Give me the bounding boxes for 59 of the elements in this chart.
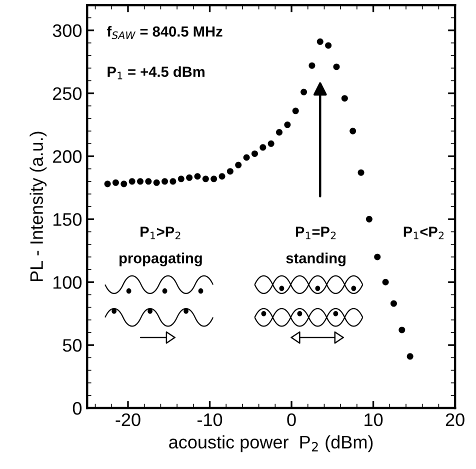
point	[292, 108, 299, 114]
point	[358, 169, 364, 176]
annotation: f$_{SAW}$ = 840.5 MHz	[106, 26, 222, 40]
annotation: P$_{1}$=P$_{2}$	[296, 226, 336, 240]
point	[316, 38, 324, 45]
point	[243, 154, 250, 161]
point	[308, 62, 316, 69]
x-axis-title: acoustic power P$_{2}$ (dBm)	[169, 435, 373, 452]
point	[226, 168, 234, 175]
y-tick-label: 300	[52, 24, 82, 38]
y-tick-label: 0	[72, 402, 82, 415]
point	[398, 326, 406, 334]
point	[284, 122, 291, 128]
x-tick-label: 20	[446, 413, 464, 426]
point	[333, 64, 340, 70]
point	[170, 178, 176, 185]
point	[341, 95, 348, 102]
point	[128, 178, 136, 185]
point	[178, 176, 184, 182]
annotation: P$_{1}$>P$_{2}$	[140, 226, 180, 240]
point	[194, 173, 201, 180]
point	[218, 173, 226, 180]
point	[104, 180, 111, 188]
point	[137, 178, 144, 185]
point	[325, 42, 332, 49]
point	[210, 176, 218, 182]
point	[251, 150, 258, 157]
point	[382, 278, 389, 286]
point	[390, 300, 397, 307]
annotation: P$_{1}$<P$_{2}$	[404, 226, 444, 240]
point	[153, 179, 160, 186]
point	[276, 129, 283, 136]
x-tick-label: -10	[198, 413, 222, 426]
point	[145, 178, 152, 185]
point	[235, 162, 242, 168]
y-tick-label: 150	[54, 213, 82, 226]
point	[268, 140, 274, 147]
annotation: propagating	[120, 252, 202, 266]
y-tick-label: 50	[62, 339, 82, 352]
point	[162, 178, 168, 185]
point	[374, 254, 381, 260]
point	[112, 179, 119, 186]
y-tick-label: 200	[53, 150, 82, 163]
annotation: P$_{1}$ = +4.5 dBm	[108, 66, 204, 80]
x-tick-label: -20	[116, 413, 140, 426]
point	[120, 180, 128, 188]
annotation: standing	[286, 252, 346, 266]
point	[300, 88, 308, 96]
point	[366, 216, 372, 222]
x-tick-label: 10	[364, 413, 383, 426]
y-axis-title: PL - Intensity (a.u.)	[30, 132, 47, 282]
point	[260, 144, 266, 151]
y-tick-label: 100	[54, 276, 82, 289]
point	[186, 174, 193, 181]
y-tick-label: 250	[53, 87, 82, 100]
x-tick-label: 0	[287, 413, 296, 426]
point	[350, 128, 356, 134]
point	[406, 353, 414, 360]
point	[202, 176, 209, 182]
